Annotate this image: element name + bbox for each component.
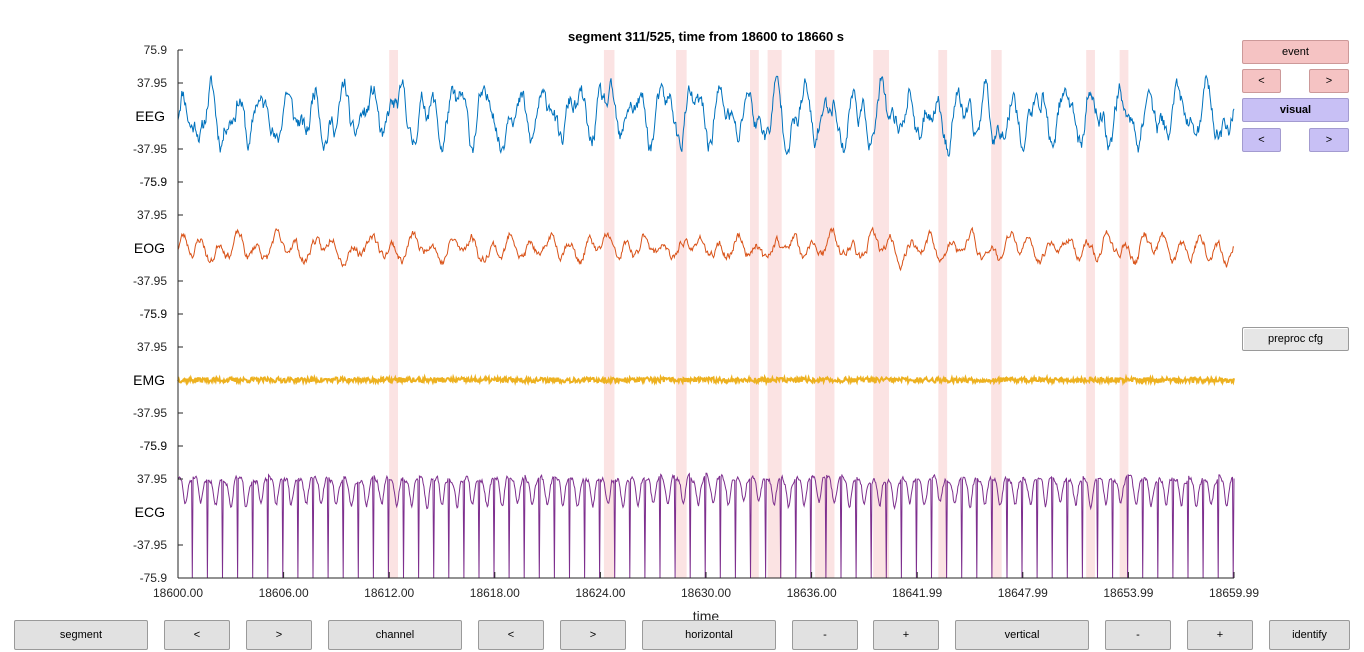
y-tick-label: 37.95	[137, 76, 167, 90]
segment-prev-button[interactable]: <	[164, 620, 230, 650]
artifact-band	[767, 50, 782, 578]
horizontal-plus-button[interactable]: +	[873, 620, 939, 650]
x-tick-label: 18606.00	[259, 586, 309, 600]
vertical-button[interactable]: vertical	[955, 620, 1089, 650]
y-tick-label: 37.95	[137, 208, 167, 222]
event-next-button[interactable]: >	[1309, 69, 1349, 93]
x-tick-label: 18618.00	[470, 586, 520, 600]
artifact-bands	[389, 50, 1129, 578]
artifact-band	[750, 50, 759, 578]
visual-prev-button[interactable]: <	[1242, 128, 1281, 152]
channel-label-eog: EOG	[134, 240, 165, 256]
visual-button[interactable]: visual	[1242, 98, 1349, 122]
artifact-band	[1119, 50, 1129, 578]
x-tick-label: 18630.00	[681, 586, 731, 600]
visual-next-button[interactable]: >	[1309, 128, 1349, 152]
y-tick-label: -75.9	[140, 571, 168, 585]
channel-label-emg: EMG	[133, 372, 165, 388]
channel-next-button[interactable]: >	[560, 620, 626, 650]
x-tick-label: 18647.99	[998, 586, 1048, 600]
x-tick-label: 18600.00	[153, 586, 203, 600]
artifact-band	[991, 50, 1002, 578]
x-tick-label: 18653.99	[1103, 586, 1153, 600]
y-tick-label: -75.9	[140, 439, 168, 453]
x-axis: 18600.00 18606.00 18612.00 18618.00 18624.00…	[153, 572, 1259, 600]
channel-label-ecg: ECG	[135, 504, 165, 520]
trace-eog	[177, 226, 1234, 272]
event-button[interactable]: event	[1242, 40, 1349, 64]
y-tick-label: 75.9	[144, 439, 168, 453]
x-tick-label: 18624.00	[575, 586, 625, 600]
preproc-cfg-button[interactable]: preproc cfg	[1242, 327, 1349, 351]
artifact-band	[815, 50, 835, 578]
x-tick-label: 18641.99	[892, 586, 942, 600]
x-tick-label: 18659.99	[1209, 586, 1259, 600]
x-tick-label: 18636.00	[787, 586, 837, 600]
y-tick-label: 37.95	[137, 340, 167, 354]
vertical-plus-button[interactable]: +	[1187, 620, 1253, 650]
x-tick-label: 18612.00	[364, 586, 414, 600]
artifact-band	[389, 50, 398, 578]
y-tick-label: 37.95	[137, 472, 167, 486]
y-tick-label: -37.95	[133, 538, 167, 552]
segment-next-button[interactable]: >	[246, 620, 312, 650]
segment-button[interactable]: segment	[14, 620, 148, 650]
y-tick-label: -37.95	[133, 142, 167, 156]
horizontal-button[interactable]: horizontal	[642, 620, 776, 650]
channel-button[interactable]: channel	[328, 620, 462, 650]
artifact-band	[938, 50, 948, 578]
horizontal-minus-button[interactable]: -	[792, 620, 858, 650]
y-tick-label: 75.9	[144, 175, 168, 189]
artifact-band	[873, 50, 890, 578]
identify-button[interactable]: identify	[1269, 620, 1350, 650]
y-tick-label: -75.9	[140, 307, 168, 321]
trace-ecg	[177, 472, 1235, 579]
artifact-band	[1086, 50, 1095, 578]
signal-traces	[177, 74, 1235, 579]
event-prev-button[interactable]: <	[1242, 69, 1281, 93]
vertical-minus-button[interactable]: -	[1105, 620, 1171, 650]
y-tick-label: 75.9	[144, 43, 168, 57]
artifact-band	[603, 50, 615, 578]
artifact-band	[676, 50, 687, 578]
trace-emg	[177, 373, 1235, 387]
y-tick-label: 75.9	[144, 307, 168, 321]
y-axes: 75.9 37.95 -37.95 -75.9 EEG 75.9 37.95 -37.95 -7…	[133, 43, 183, 585]
plot-title: segment 311/525, time from 18600 to 1866…	[568, 29, 844, 44]
channel-prev-button[interactable]: <	[478, 620, 544, 650]
y-tick-label: -37.95	[133, 274, 167, 288]
trace-eeg	[177, 74, 1235, 158]
channel-label-eeg: EEG	[135, 108, 165, 124]
y-tick-label: -75.9	[140, 175, 168, 189]
y-tick-label: -37.95	[133, 406, 167, 420]
